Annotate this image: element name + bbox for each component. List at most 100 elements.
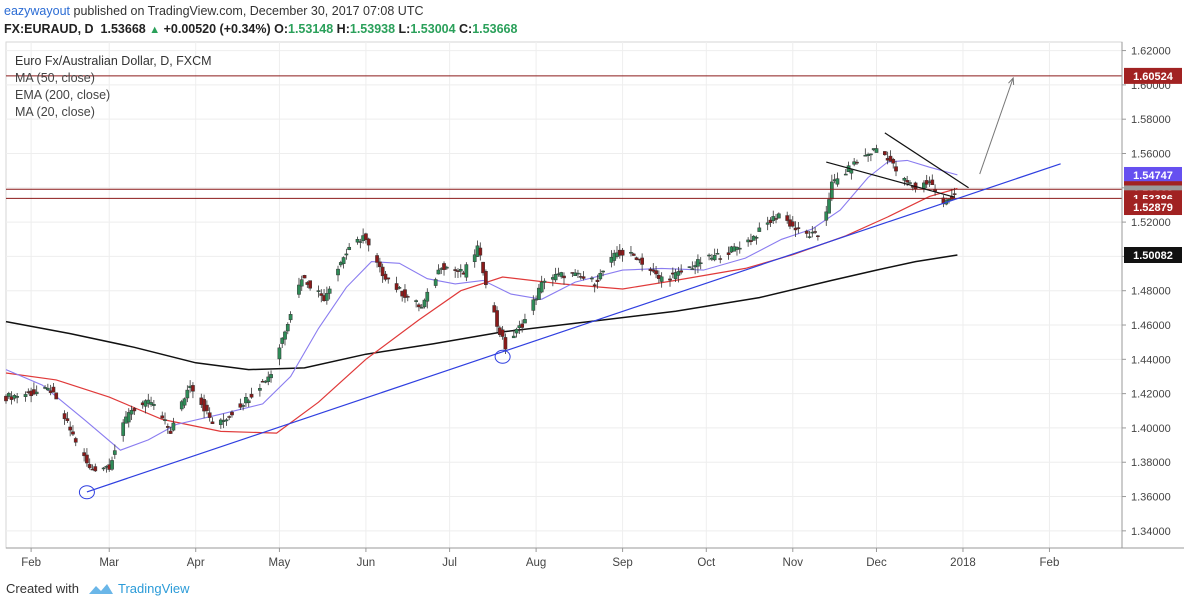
candle-down xyxy=(883,151,887,156)
candle-up xyxy=(698,262,703,265)
indicator-legend: Euro Fx/Australian Dollar, D, FXCM MA (5… xyxy=(15,54,212,119)
time-axis[interactable]: Feb Mar Apr May Jun Jul Aug Sep Oct Nov Dec 2018 Feb xyxy=(6,547,1184,569)
candle-down xyxy=(888,155,893,162)
candle-up xyxy=(23,394,28,397)
price-label-text: 1.54747 xyxy=(1133,170,1173,182)
candle-up xyxy=(46,387,50,391)
drawings xyxy=(6,75,1122,500)
open-value: 1.53148 xyxy=(288,22,334,36)
time-tick-label: Aug xyxy=(526,557,546,569)
candle-up xyxy=(712,254,717,261)
legend-ma20[interactable]: MA (20, close) xyxy=(15,105,95,119)
candle-up xyxy=(288,314,293,321)
grid-lines xyxy=(6,42,1122,548)
ema200-line xyxy=(5,254,958,371)
candle-down xyxy=(394,283,399,290)
candle-up xyxy=(537,287,541,300)
candle-down xyxy=(403,289,407,298)
candle-up xyxy=(531,299,536,311)
candle-down xyxy=(366,238,371,246)
ohlc-line: FX:EURAUD, D 1.53668 ▲ +0.00520 (+0.34%)… xyxy=(4,22,517,36)
candle-up xyxy=(241,405,246,407)
candle-up xyxy=(6,393,11,397)
marker-circle xyxy=(78,485,95,500)
candle-up xyxy=(523,319,527,324)
candle-up xyxy=(444,266,449,269)
candle-up xyxy=(121,422,126,436)
candle-up xyxy=(341,257,346,264)
candle-up xyxy=(110,460,114,470)
candle-up xyxy=(327,288,332,294)
candle-down xyxy=(453,269,458,271)
candle-down xyxy=(87,464,92,469)
price-tick-label: 1.56000 xyxy=(1131,148,1171,160)
price-label-text: 1.50082 xyxy=(1133,250,1173,262)
candle-up xyxy=(869,153,873,156)
candle-down xyxy=(562,275,566,279)
candle-up xyxy=(355,239,360,243)
candle-up xyxy=(542,280,547,283)
price-label-box xyxy=(1124,247,1182,264)
candle-up xyxy=(514,328,519,334)
candle-down xyxy=(952,193,957,195)
candle-down xyxy=(774,218,778,220)
candle-up xyxy=(182,398,187,406)
candle-down xyxy=(227,416,232,418)
candle-up xyxy=(285,324,290,332)
candle-down xyxy=(816,235,820,238)
tradingview-logo-icon xyxy=(89,584,113,594)
low-label: L: xyxy=(398,22,411,36)
time-tick-label: Jun xyxy=(357,557,376,569)
candle-down xyxy=(790,221,795,227)
candle-down xyxy=(191,385,195,392)
candle-down xyxy=(319,293,324,296)
candle-down xyxy=(492,305,497,313)
candle-down xyxy=(481,261,485,274)
publish-line: eazywayout published on TradingView.com,… xyxy=(4,4,423,18)
candle-up xyxy=(849,169,854,174)
candle-up xyxy=(807,236,812,238)
candle-down xyxy=(71,431,75,435)
candle-down xyxy=(230,411,234,416)
legend-ma50[interactable]: MA (50, close) xyxy=(15,71,95,85)
candle-up xyxy=(874,148,879,153)
candle-up xyxy=(601,270,605,273)
candle-down xyxy=(82,452,86,457)
price-chart[interactable]: 1.34000 1.36000 1.38000 1.40000 1.42000 1.440… xyxy=(0,40,1184,574)
candle-up xyxy=(149,402,153,405)
candle-up xyxy=(576,272,580,275)
candle-up xyxy=(676,271,681,276)
price-tick-label: 1.44000 xyxy=(1131,354,1171,366)
price-label-text: 1.60524 xyxy=(1133,71,1174,83)
candle-down xyxy=(364,233,368,240)
candle-up xyxy=(266,376,271,382)
candle-down xyxy=(581,276,586,279)
candle-up xyxy=(299,279,304,287)
time-tick-label: Oct xyxy=(697,557,716,569)
candle-down xyxy=(855,161,859,164)
arrow-head-icon xyxy=(1008,76,1015,86)
low-value: 1.53004 xyxy=(410,22,456,36)
candle-up xyxy=(258,388,262,391)
price-axis[interactable]: 1.34000 1.36000 1.38000 1.40000 1.42000 1.440… xyxy=(1121,42,1171,548)
legend-ema200[interactable]: EMA (200, close) xyxy=(15,88,110,102)
tradingview-link[interactable]: TradingView xyxy=(118,581,190,596)
candle-up xyxy=(152,404,156,406)
wedge-upper-line xyxy=(884,132,969,189)
candle-up xyxy=(757,227,762,232)
candle-up xyxy=(690,268,695,270)
author-link[interactable]: eazywayout xyxy=(4,4,71,18)
candle-up xyxy=(472,254,477,262)
candle-down xyxy=(654,270,658,275)
candle-up xyxy=(347,246,352,250)
candle-down xyxy=(495,310,499,327)
price-tick-label: 1.40000 xyxy=(1131,423,1171,435)
candle-up xyxy=(425,291,430,302)
candle-up xyxy=(827,199,831,214)
candle-down xyxy=(4,395,8,402)
open-label: O: xyxy=(274,22,288,36)
candle-down xyxy=(160,415,165,419)
time-tick-label: Mar xyxy=(99,557,119,569)
candle-down xyxy=(383,273,388,280)
candle-up xyxy=(419,307,424,309)
